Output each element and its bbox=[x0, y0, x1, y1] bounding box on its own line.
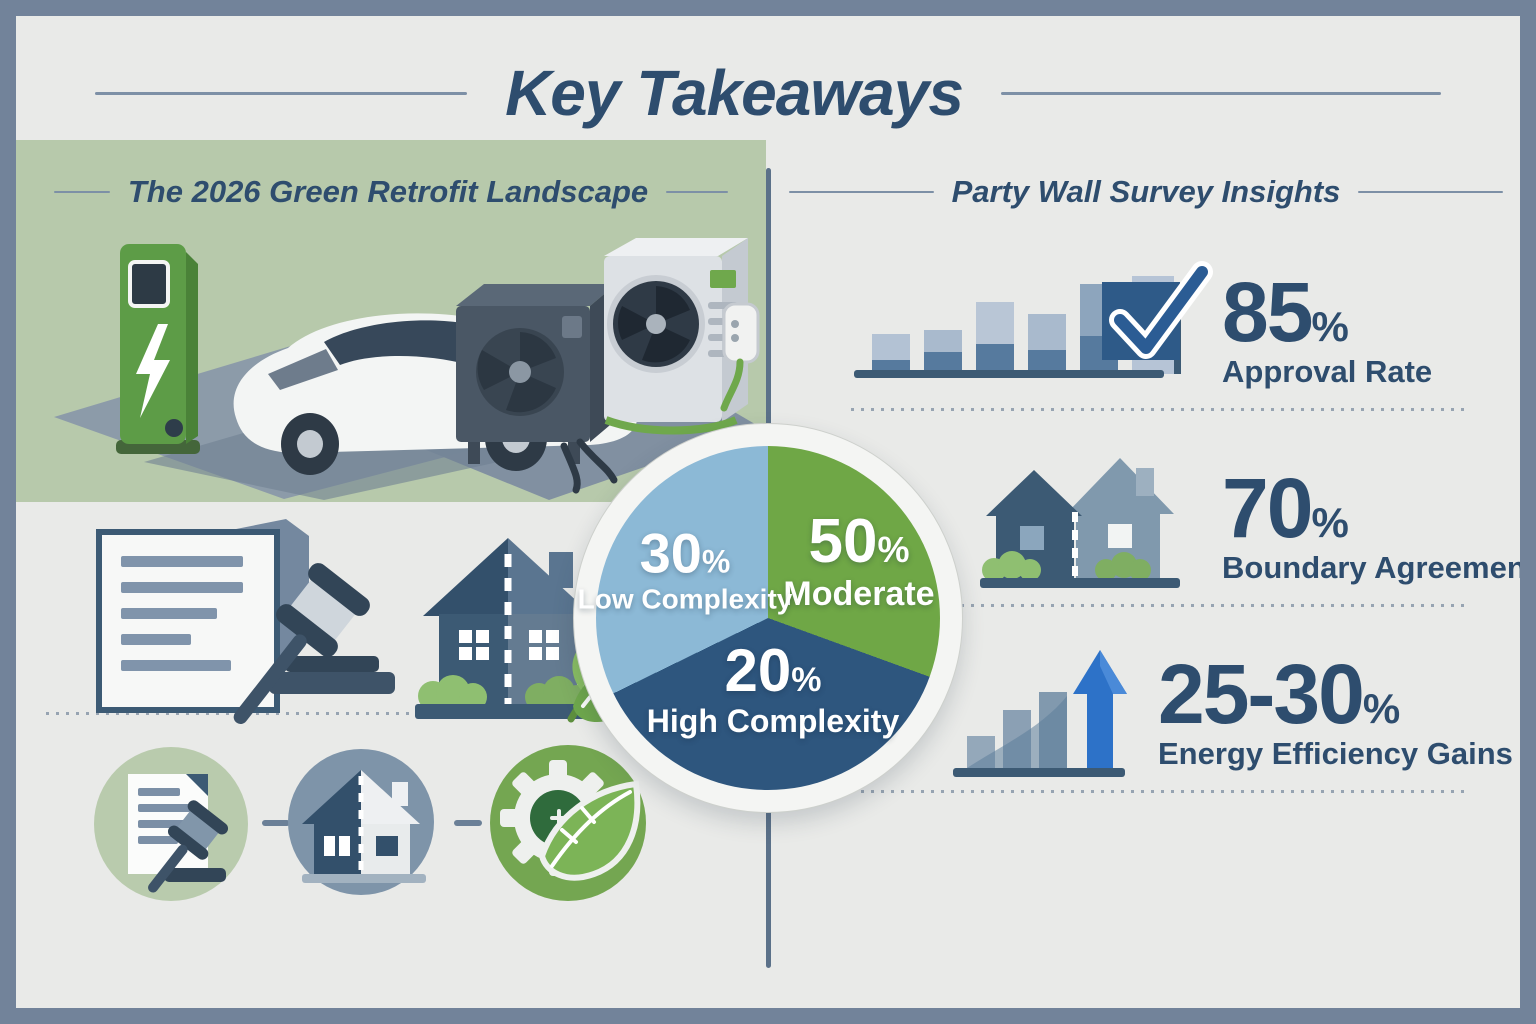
gavel-icon bbox=[233, 563, 395, 724]
stat-boundary-value: 70% bbox=[1222, 461, 1349, 555]
bar-chart-checkmark-icon bbox=[854, 261, 1213, 378]
connector-dash bbox=[262, 820, 290, 826]
up-arrow bbox=[1073, 650, 1127, 768]
infographic-canvas: Key Takeaways The 2026 Green Retrofit La… bbox=[16, 16, 1520, 1008]
split-house-circle-icon bbox=[288, 749, 434, 895]
split-house-party-wall-icon bbox=[415, 538, 601, 719]
ev-charging-station-icon bbox=[116, 244, 200, 454]
right-dotted-divider-2 bbox=[851, 604, 1464, 607]
house-window-icon bbox=[459, 630, 559, 660]
page-title: Key Takeaways bbox=[505, 57, 964, 129]
complexity-pie bbox=[596, 446, 940, 790]
connector-dash bbox=[454, 820, 482, 826]
left-dotted-divider bbox=[46, 712, 730, 715]
header-rule-left bbox=[95, 91, 468, 95]
party-wall-legal-row bbox=[96, 519, 651, 724]
bush-icon bbox=[1095, 552, 1151, 581]
document-gavel-circle-icon bbox=[94, 747, 248, 901]
stat-efficiency-value: 25-30% bbox=[1158, 647, 1401, 741]
right-section-title: Party Wall Survey Insights bbox=[951, 174, 1341, 209]
left-section-title: The 2026 Green Retrofit Landscape bbox=[127, 174, 649, 209]
left-section-header: The 2026 Green Retrofit Landscape bbox=[16, 174, 766, 210]
pie-label-moderate: 50% Moderate bbox=[783, 506, 935, 613]
stat-approval-value: 85% bbox=[1222, 265, 1349, 359]
right-dotted-divider-3 bbox=[851, 790, 1464, 793]
right-dotted-divider-1 bbox=[851, 408, 1464, 411]
stat-boundary-label: Boundary Agreements bbox=[1222, 550, 1520, 585]
page-header: Key Takeaways bbox=[16, 46, 1520, 140]
stat-approval-label: Approval Rate bbox=[1222, 354, 1433, 389]
adjoining-houses-icon bbox=[980, 458, 1180, 588]
bar-chart-up-arrow-icon bbox=[953, 650, 1127, 777]
pie-label-high-complexity: 20% High Complexity bbox=[646, 637, 900, 740]
checkmark-box-icon bbox=[1102, 261, 1213, 360]
right-section-header: Party Wall Survey Insights bbox=[776, 174, 1516, 210]
header-rule-right bbox=[1000, 91, 1441, 95]
right-section-rule-right bbox=[1358, 190, 1504, 194]
left-section-rule-left bbox=[53, 190, 110, 194]
bush-icon bbox=[982, 551, 1041, 582]
wall-charger-icon bbox=[720, 302, 760, 412]
gear-leaf-circle-icon bbox=[490, 745, 646, 901]
right-section-rule-left bbox=[788, 190, 934, 194]
legal-document-gavel-icon bbox=[96, 519, 395, 724]
left-section-rule-right bbox=[666, 190, 729, 194]
heat-pump-light-icon bbox=[604, 238, 760, 435]
complexity-pie-chart: 50% Moderate 30% Low Complexity 20% High… bbox=[573, 423, 963, 813]
ev-charger-car-heat-pump-scene-icon bbox=[54, 238, 760, 500]
process-icons-row bbox=[94, 745, 646, 901]
stat-efficiency-label: Energy Efficiency Gains bbox=[1158, 736, 1513, 771]
pie-label-low-complexity: 30% Low Complexity bbox=[577, 521, 793, 615]
